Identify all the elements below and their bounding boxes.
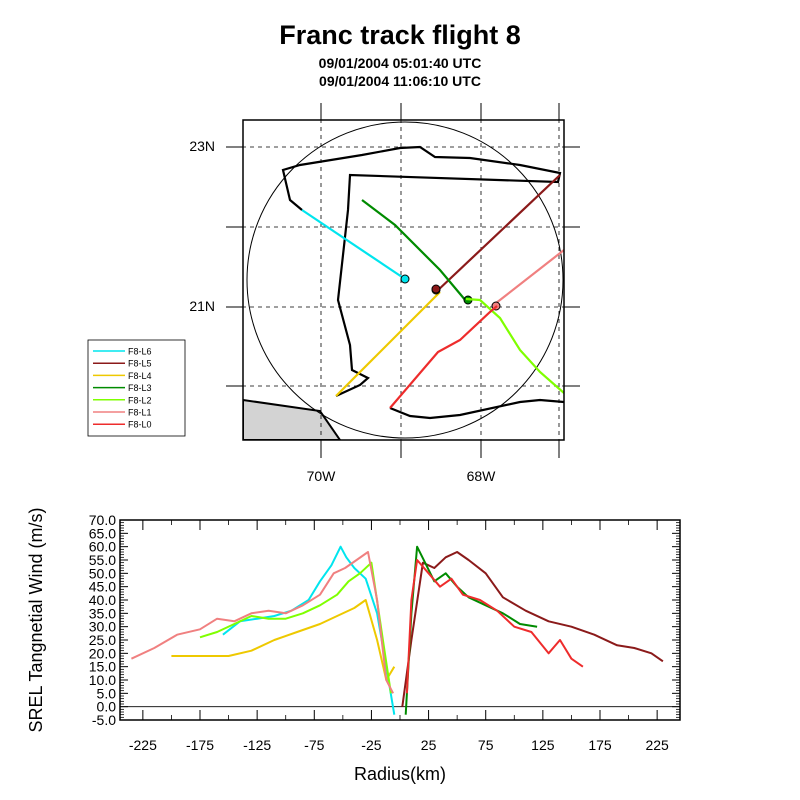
y-tick-label: 0.0 — [97, 699, 117, 715]
legend-label: F8-L6 — [128, 347, 152, 357]
x-tick-label: -25 — [361, 737, 381, 753]
x-tick-label: 225 — [645, 737, 669, 753]
series-line-f8-l2 — [199, 561, 392, 694]
track-f8-l6 — [301, 209, 406, 280]
track-f8-l1 — [491, 249, 564, 307]
y-tick-label: 65.0 — [89, 525, 116, 541]
legend-label: F8-L5 — [128, 359, 152, 369]
y-tick-label: 20.0 — [89, 645, 116, 661]
y-tick-label: 70.0 — [89, 512, 116, 528]
x-tick-label: 125 — [531, 737, 555, 753]
flight-track — [281, 145, 562, 397]
y-tick-label: 50.0 — [89, 565, 116, 581]
y-tick-label: 5.0 — [97, 685, 117, 701]
track-f8-l3 — [361, 199, 467, 302]
tangential-wind-chart: 70.065.060.055.050.045.040.035.030.025.0… — [26, 507, 681, 784]
track-end-marker — [431, 284, 441, 294]
map-tick-marks — [226, 103, 580, 458]
series-line-f8-l6 — [222, 545, 396, 715]
y-axis-label: SREL Tangnetial Wind (m/s) — [26, 507, 46, 732]
lat-label-23n: 23N — [189, 138, 215, 154]
series-line-f8-l5 — [401, 551, 664, 707]
chart-frame — [119, 519, 681, 721]
y-tick-label: 15.0 — [89, 659, 116, 675]
x-tick-label: 75 — [478, 737, 494, 753]
chart-subtitle-end: 09/01/2004 11:06:10 UTC — [319, 73, 481, 89]
y-tick-label: 10.0 — [89, 672, 116, 688]
x-axis-label: Radius(km) — [354, 764, 446, 784]
map-frame — [242, 119, 565, 441]
track-f8-l0 — [389, 305, 498, 409]
series-line-f8-l1 — [130, 551, 394, 694]
chart-title: Franc track flight 8 — [279, 20, 521, 50]
x-tick-label: -125 — [243, 737, 271, 753]
legend-label: F8-L3 — [128, 383, 152, 393]
lon-label-68w: 68W — [467, 468, 497, 484]
y-tick-label: 35.0 — [89, 605, 116, 621]
legend-label: F8-L4 — [128, 371, 152, 381]
series-line-f8-l0 — [405, 559, 584, 694]
y-tick-label: 60.0 — [89, 539, 116, 555]
legend-label: F8-L0 — [128, 420, 152, 430]
track-f8-l4 — [335, 291, 441, 397]
x-tick-label: 175 — [588, 737, 612, 753]
lat-label-21n: 21N — [189, 298, 215, 314]
y-tick-label: 55.0 — [89, 552, 116, 568]
y-tick-label: 30.0 — [89, 619, 116, 635]
legend-label: F8-L1 — [128, 408, 152, 418]
radius-circle — [246, 121, 564, 439]
series-line-f8-l3 — [404, 545, 538, 715]
x-tick-label: -175 — [186, 737, 214, 753]
track-f8-l2 — [465, 297, 564, 394]
y-tick-label: 25.0 — [89, 632, 116, 648]
legend: F8-L6 F8-L5 F8-L4 F8-L3 F8-L2 F8-L1 F8-L0 — [87, 339, 186, 437]
x-tick-label: -225 — [129, 737, 157, 753]
x-tick-label: 25 — [421, 737, 437, 753]
land-mass — [243, 398, 342, 440]
y-tick-label: -5.0 — [92, 712, 116, 728]
chart-subtitle-start: 09/01/2004 05:01:40 UTC — [318, 55, 482, 71]
track-f8-l5 — [435, 174, 561, 293]
series-line-f8-l4 — [171, 599, 396, 681]
y-tick-label: 45.0 — [89, 579, 116, 595]
x-tick-label: -75 — [304, 737, 324, 753]
flight-track — [389, 398, 564, 420]
lon-label-70w: 70W — [307, 468, 337, 484]
legend-label: F8-L2 — [128, 395, 152, 405]
y-tick-label: 40.0 — [89, 592, 116, 608]
track-end-marker — [400, 274, 410, 284]
